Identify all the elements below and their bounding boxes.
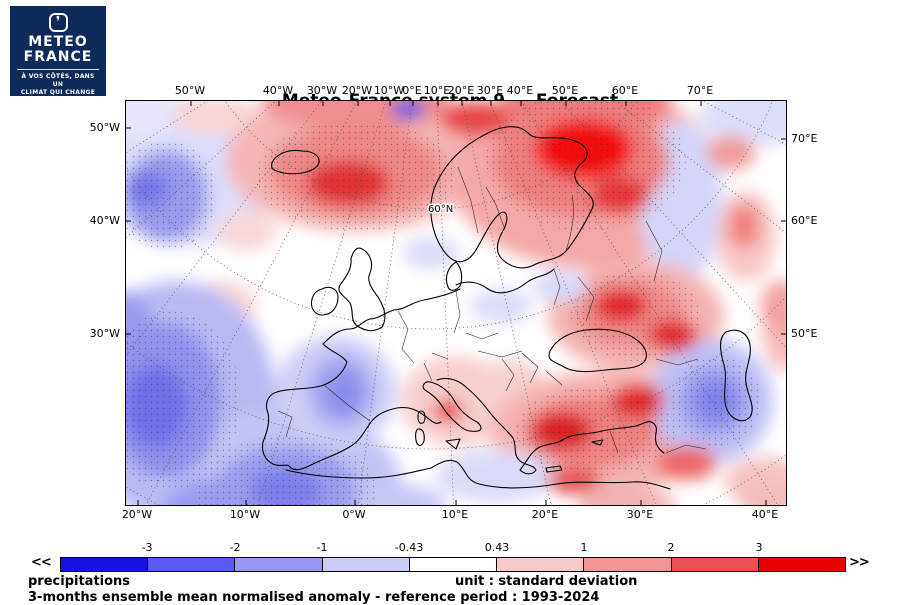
logo-tagline: À VOS CÔTÉS, DANS UN CLIMAT QUI CHANGE: [17, 69, 99, 97]
colorbar-segment: [757, 558, 845, 571]
top-axis-label: 10°E: [423, 84, 451, 97]
bottom-axis-label: 10°W: [229, 508, 261, 521]
top-axis-label: 30°E: [476, 84, 504, 97]
unit-label: unit : standard deviation: [455, 574, 638, 589]
logo-tagline-line2: CLIMAT QUI CHANGE: [20, 89, 96, 96]
colorbar-tick: -3: [141, 541, 153, 554]
coastlines: [261, 126, 753, 490]
latitude-60n-label: 60°N: [428, 204, 453, 215]
logo-brand-line1: METEO: [28, 34, 88, 50]
right-axis-label: 50°E: [791, 327, 818, 340]
colorbar-segment: [234, 558, 322, 571]
top-axis-label: 50°W: [174, 84, 206, 97]
bottom-axis-label: 30°E: [626, 508, 654, 521]
meteo-france-logo: ❜ METEO FRANCE À VOS CÔTÉS, DANS UN CLIM…: [10, 6, 106, 96]
top-axis-label: 70°E: [686, 84, 714, 97]
left-axis-label: 30°W: [89, 327, 120, 340]
logo-tagline-line1: À VOS CÔTÉS, DANS UN: [21, 73, 95, 88]
colorbar-tick: 1: [580, 541, 588, 554]
colorbar-segment: [147, 558, 235, 571]
top-axis-label: 40°E: [506, 84, 534, 97]
colorbar-tick: 0.43: [484, 541, 510, 554]
top-axis-label: 0°E: [402, 84, 422, 97]
colorbar-left-overflow: <<: [31, 555, 52, 570]
bottom-axis-label: 40°E: [751, 508, 779, 521]
top-axis-label: 10°W: [373, 84, 405, 97]
colorbar-segment: [321, 558, 409, 571]
significance-stippling: [126, 101, 761, 505]
frame-ticks: [126, 101, 786, 505]
variable-label: precipitations: [28, 574, 131, 589]
top-axis-label: 20°W: [341, 84, 373, 97]
top-axis-label: 50°E: [551, 84, 579, 97]
right-axis-label: 70°E: [791, 132, 818, 145]
top-axis-label: 40°W: [262, 84, 294, 97]
colorbar-segment: [670, 558, 758, 571]
colorbar-segment: [61, 558, 148, 571]
colorbar-right-overflow: >>: [849, 555, 870, 570]
country-borders: [277, 166, 707, 454]
top-axis-label: 60°E: [611, 84, 639, 97]
bottom-axis-label: 10°E: [441, 508, 469, 521]
meteo-france-comma-icon: ❜: [48, 13, 68, 32]
bottom-axis-label: 0°W: [342, 508, 366, 521]
forecast-map: 60°N: [126, 101, 786, 505]
figure-description: 3-months ensemble mean normalised anomal…: [28, 590, 600, 605]
top-axis-label: 30°W: [306, 84, 338, 97]
bottom-axis-label: 20°E: [531, 508, 559, 521]
colorbar-segment: [408, 558, 497, 571]
colorbar-tick: -1: [316, 541, 328, 554]
forecast-map-frame: 60°N: [125, 100, 787, 506]
left-axis-label: 40°W: [89, 214, 120, 227]
colorbar-tick: 3: [755, 541, 763, 554]
colorbar: [60, 557, 846, 572]
colorbar-segment: [583, 558, 671, 571]
colorbar-tick: -0.43: [394, 541, 424, 554]
bottom-axis-label: 20°W: [121, 508, 153, 521]
left-axis-label: 50°W: [89, 121, 120, 134]
colorbar-segment: [496, 558, 584, 571]
logo-brand-line2: FRANCE: [23, 49, 93, 65]
colorbar-tick: -2: [229, 541, 241, 554]
right-axis-label: 60°E: [791, 214, 818, 227]
colorbar-tick: 2: [667, 541, 675, 554]
top-axis-label: 20°E: [447, 84, 475, 97]
